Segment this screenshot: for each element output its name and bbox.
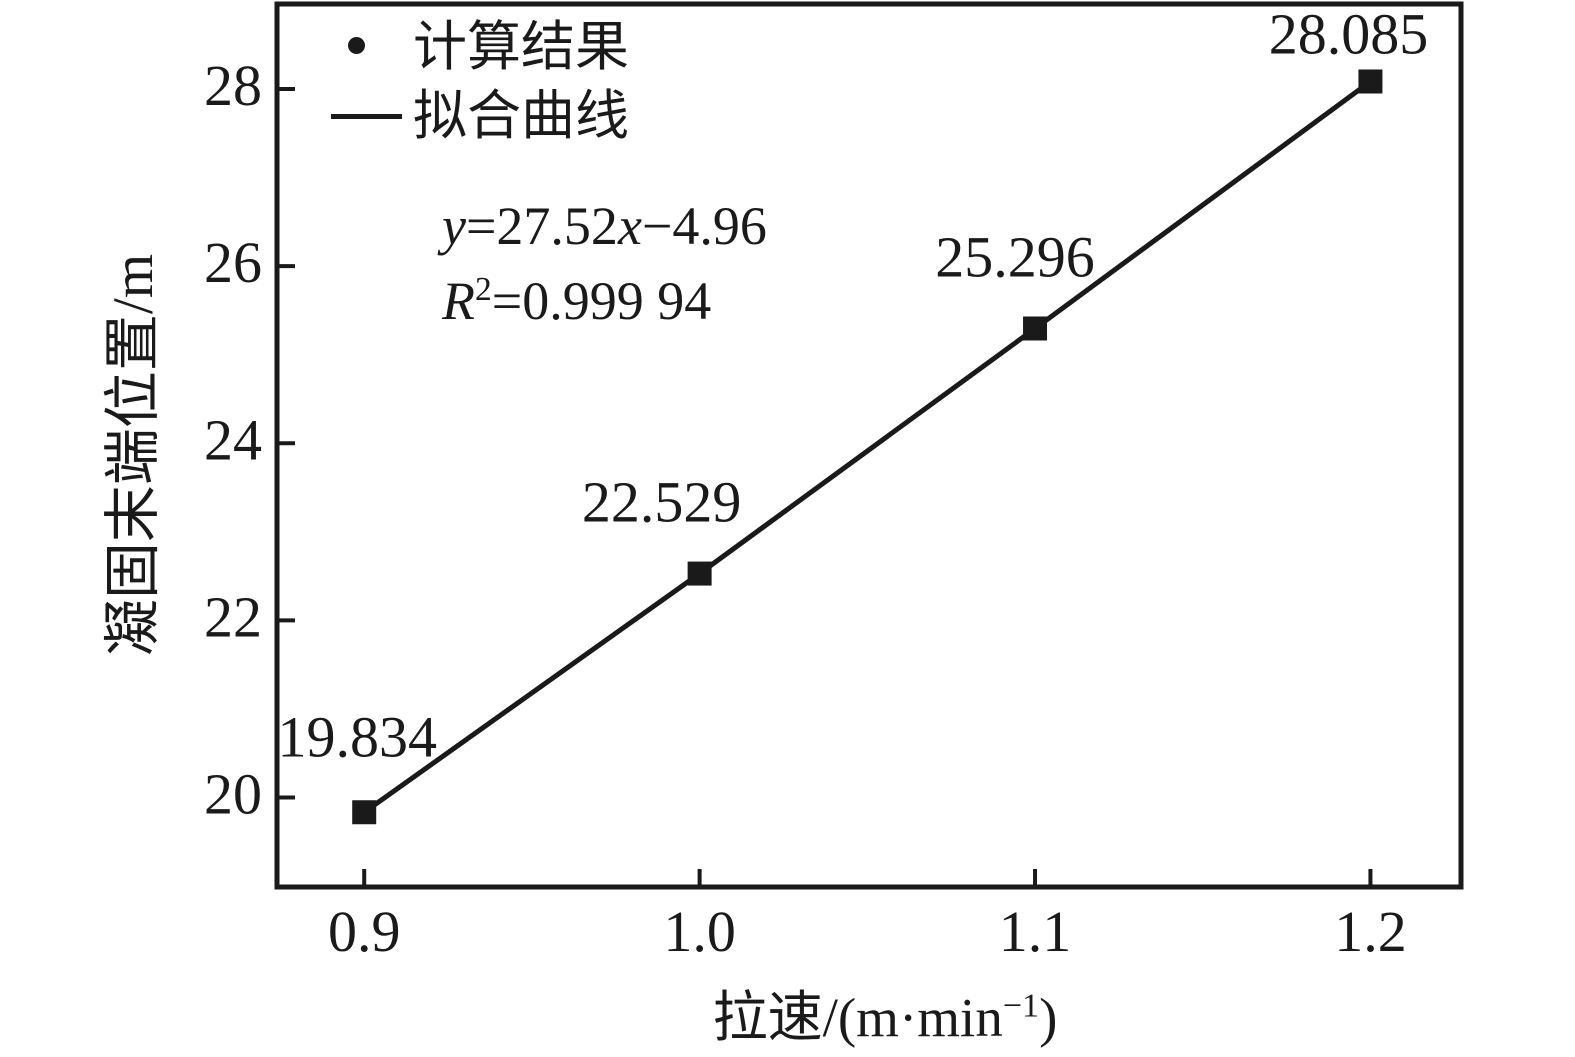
x-axis-title: 拉速/(m·min−1) (713, 988, 1058, 1048)
data-point-marker (352, 800, 377, 825)
line-swatch-icon (331, 114, 402, 119)
y-tick-label: 24 (204, 407, 262, 472)
plot-frame (274, 1, 1464, 890)
equation-y-var: y (442, 196, 466, 256)
fit-line (362, 79, 1372, 815)
data-point-marker (1358, 69, 1383, 94)
data-point-marker (687, 561, 712, 586)
data-point-marker (1023, 316, 1048, 341)
data-point-label: 19.834 (277, 704, 437, 769)
x-tick-label: 1.2 (1334, 899, 1407, 964)
x-tick-label: 0.9 (328, 899, 401, 964)
equation-x-var: x (617, 196, 642, 256)
y-tick-label: 26 (204, 230, 262, 295)
y-tick-label: 22 (204, 584, 262, 649)
y-tick-label: 28 (204, 53, 262, 118)
data-point-label: 28.085 (1269, 1, 1429, 66)
x-tick-label: 1.1 (999, 899, 1072, 964)
data-point-label: 22.529 (582, 470, 742, 535)
dot-marker-icon (348, 37, 365, 54)
x-axis-title-close: ) (1039, 987, 1058, 1048)
r-squared-annotation: R2=0.999 94 (442, 271, 711, 331)
data-point-label: 25.296 (935, 225, 1095, 290)
fit-equation: y=27.52x−4.96 (442, 196, 767, 256)
x-axis-title-text: 拉速/(m·min (712, 987, 1003, 1048)
x-tick-label: 1.0 (663, 899, 736, 964)
y-axis-title: 凝固末端位置/m (102, 253, 165, 657)
r-squared-exponent: 2 (475, 271, 492, 308)
equation-intercept: −4.96 (641, 196, 767, 256)
equation-slope: =27.52 (465, 196, 618, 256)
r-squared-var: R (442, 271, 475, 331)
legend-item-fit-label: 拟合曲线 (413, 86, 629, 146)
x-axis-title-exponent: −1 (1002, 987, 1040, 1025)
legend-item-calculated-label: 计算结果 (413, 17, 629, 77)
r-squared-value: =0.999 94 (491, 271, 712, 331)
y-tick-label: 20 (204, 762, 262, 827)
